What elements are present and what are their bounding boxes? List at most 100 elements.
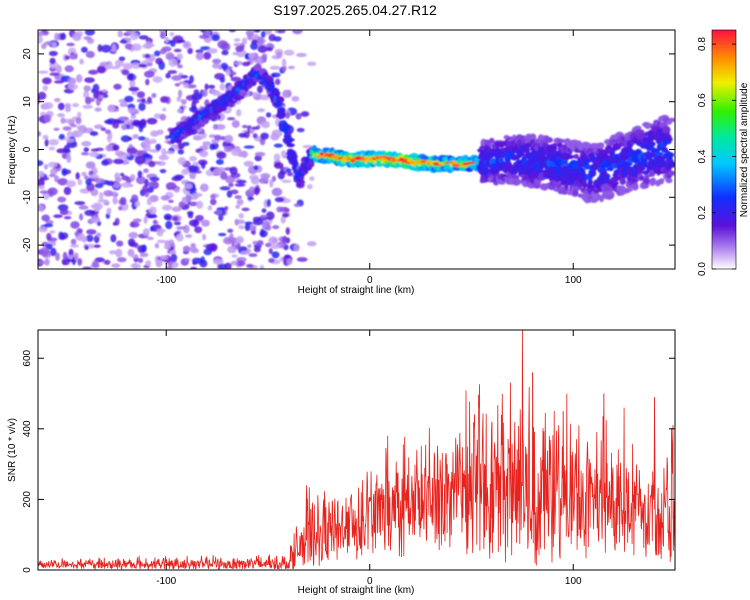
heatmap-cell [241, 207, 250, 212]
heatmap-cell [247, 244, 252, 249]
heatmap-cell [155, 57, 163, 65]
heatmap-cell [44, 223, 54, 228]
heatmap-cell [149, 53, 156, 62]
ridge-peak-cell [451, 160, 458, 165]
heatmap-cell [145, 41, 153, 49]
heatmap-cell [134, 200, 141, 207]
heatmap-cell [252, 240, 258, 245]
heatmap-cell [218, 263, 227, 269]
heatmap-cell [129, 32, 139, 41]
heatmap-cell [155, 143, 162, 151]
heatmap-cell [231, 120, 240, 128]
heatmap-cell [56, 148, 67, 154]
heatmap-cell [104, 129, 112, 135]
heatmap-cell [204, 83, 209, 91]
heatmap-cell [227, 245, 237, 254]
heatmap-cell [140, 118, 147, 126]
heatmap-cell [158, 154, 170, 161]
heatmap-cell [134, 155, 146, 165]
heatmap-cell [235, 204, 240, 209]
heatmap-cell [187, 47, 193, 55]
ridge-cell [280, 112, 286, 117]
heatmap-cell [176, 53, 183, 60]
heatmap-cell [83, 36, 92, 41]
heatmap-cell [57, 113, 65, 118]
heatmap-cell [43, 114, 52, 123]
ridge-cell [291, 158, 298, 165]
heatmap-cell [234, 195, 242, 200]
heatmap-cell [159, 169, 167, 174]
heatmap-cell [114, 150, 126, 157]
heatmap-cell [57, 102, 65, 111]
heatmap-cell [143, 216, 148, 224]
heatmap-cell [219, 77, 226, 83]
heatmap-cell [291, 95, 300, 102]
heatmap-cell [112, 144, 120, 151]
heatmap-cell [130, 174, 136, 181]
heatmap-cell [105, 144, 113, 152]
snr-x-tick-label: 100 [565, 576, 582, 587]
heatmap-cell [271, 251, 280, 259]
ridge-cell [633, 156, 640, 164]
heatmap-cell [238, 132, 247, 138]
heatmap-cell [195, 49, 204, 54]
heatmap-cell [49, 57, 56, 65]
heatmap-cell [50, 239, 57, 247]
heatmap-cell [60, 117, 66, 124]
heatmap-cell [135, 176, 146, 185]
heatmap-cell [48, 146, 56, 151]
heatmap-cell [217, 40, 228, 49]
heatmap-cell [226, 117, 236, 121]
heatmap-cell [241, 37, 248, 45]
ridge-peak-cell [438, 162, 445, 166]
ridge-cell [665, 177, 673, 184]
ridge-cell [478, 159, 484, 167]
ridge-cell [666, 137, 673, 142]
heatmap-cell [199, 183, 209, 192]
heatmap-cell [38, 178, 45, 187]
heatmap-cell [145, 78, 150, 86]
heatmap-cell [64, 55, 70, 60]
heatmap-cell [130, 255, 140, 259]
heatmap-cell [136, 91, 145, 99]
heatmap-cell [129, 80, 136, 88]
heatmap-cell [63, 186, 72, 196]
heatmap-cell [198, 34, 210, 39]
heatmap-cell [115, 248, 123, 258]
heatmap-cell [86, 229, 97, 235]
ridge-cell [515, 179, 521, 184]
heatmap-cell [188, 201, 199, 207]
heatmap-cell [189, 75, 194, 84]
heatmap-cell [300, 111, 310, 117]
heatmap-cell [199, 150, 209, 158]
heatmap-cell [223, 145, 232, 153]
heatmap-cell [129, 221, 140, 228]
heatmap-cell [148, 214, 158, 219]
ridge-peak-cell [454, 163, 460, 168]
snr-y-tick-label: 200 [22, 491, 33, 508]
heatmap-cell [104, 259, 111, 265]
ridge-cell [639, 166, 646, 171]
heatmap-cell [187, 212, 194, 219]
heatmap-cell [127, 107, 136, 114]
heatmap-cell [96, 66, 107, 74]
heatmap-cell [131, 194, 139, 203]
heatmap-cell [48, 50, 58, 57]
heatmap-cell [214, 134, 222, 141]
heatmap-cell [61, 168, 68, 177]
colorbar-tick-label: 0.6 [697, 93, 708, 107]
heatmap-cell [176, 226, 187, 230]
heatmap-cell [219, 186, 231, 191]
heatmap-cell [44, 164, 48, 170]
heatmap-cell [245, 30, 255, 37]
heatmap-cell [248, 58, 255, 63]
heatmap-cell [94, 178, 105, 184]
ridge-cell [581, 168, 586, 176]
ridge-peak-cell [341, 157, 348, 162]
heatmap-cell [180, 99, 187, 105]
heatmap-cell [64, 118, 75, 124]
heatmap-cell [234, 61, 244, 66]
colorbar-ticks: 0.0 0.2 0.4 0.6 0.8 [697, 37, 736, 276]
heatmap-cell [249, 186, 255, 193]
heatmap-cell [53, 214, 63, 218]
